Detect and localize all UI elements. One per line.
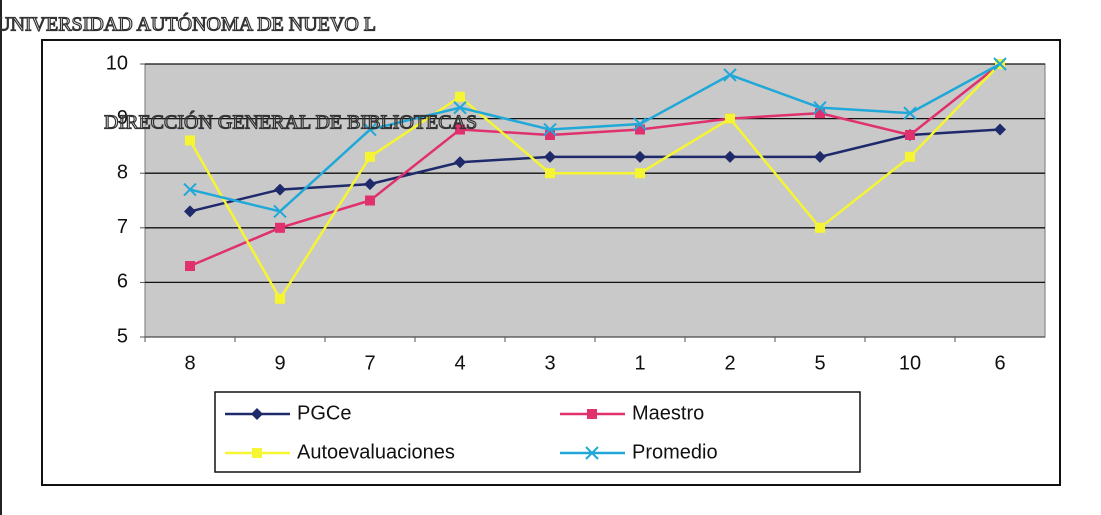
marker <box>814 150 826 163</box>
series-line <box>189 128 1001 213</box>
x-tick-label: 5 <box>814 352 825 374</box>
marker <box>185 261 195 272</box>
marker <box>634 150 646 163</box>
marker <box>184 205 196 218</box>
legend-label: PGCe <box>297 402 351 424</box>
y-tick-label: 8 <box>117 161 128 183</box>
series-line <box>188 63 1001 302</box>
x-tick-label: 3 <box>544 352 555 374</box>
marker <box>585 446 599 460</box>
marker <box>455 124 465 135</box>
legend-label: Maestro <box>632 402 704 424</box>
marker <box>543 122 557 137</box>
marker <box>365 151 375 162</box>
watermark: DIRECCIÓN GENERAL DE BIBLIOTECAS <box>104 110 477 134</box>
legend-label: Autoevaluaciones <box>297 441 455 463</box>
marker <box>635 124 645 135</box>
marker <box>994 123 1006 136</box>
series-line <box>189 63 1001 268</box>
x-tick-label: 7 <box>364 352 375 374</box>
y-tick-label: 6 <box>117 271 128 293</box>
x-tick-label: 6 <box>994 352 1005 374</box>
marker <box>815 222 825 233</box>
marker <box>364 178 376 191</box>
legend <box>214 391 861 473</box>
y-tick-label: 5 <box>117 325 128 347</box>
legend-label: Promedio <box>632 441 718 463</box>
x-tick-label: 10 <box>899 352 921 374</box>
series-line <box>189 62 1001 213</box>
marker <box>453 100 467 115</box>
x-tick-label: 2 <box>724 352 735 374</box>
y-tick-label: 10 <box>106 52 128 74</box>
watermark: UNIVERSIDAD AUTÓNOMA DE NUEVO L <box>0 12 376 36</box>
marker <box>454 156 466 169</box>
marker <box>183 182 197 197</box>
marker <box>273 204 287 219</box>
marker <box>813 100 827 115</box>
marker <box>993 57 1007 71</box>
marker <box>633 117 647 131</box>
x-tick-label: 9 <box>274 352 285 374</box>
marker <box>905 129 915 140</box>
marker <box>365 195 375 206</box>
marker <box>455 91 465 102</box>
marker <box>724 150 736 163</box>
x-tick-label: 1 <box>634 352 645 374</box>
marker <box>905 151 915 162</box>
y-tick-label: 9 <box>117 107 128 129</box>
marker <box>545 129 555 140</box>
marker <box>815 108 825 119</box>
marker <box>251 408 263 420</box>
marker <box>275 293 285 304</box>
marker <box>725 113 735 124</box>
marker <box>274 183 286 196</box>
marker <box>635 168 645 179</box>
marker <box>363 122 377 137</box>
marker <box>723 68 737 82</box>
x-tick-label: 8 <box>184 352 195 374</box>
y-tick-label: 7 <box>117 216 128 238</box>
marker <box>544 150 556 163</box>
marker <box>587 409 597 419</box>
marker <box>545 168 555 179</box>
marker <box>252 448 262 458</box>
marker <box>185 135 195 146</box>
x-tick-label: 4 <box>454 352 465 374</box>
marker <box>275 222 285 233</box>
marker <box>903 106 917 120</box>
